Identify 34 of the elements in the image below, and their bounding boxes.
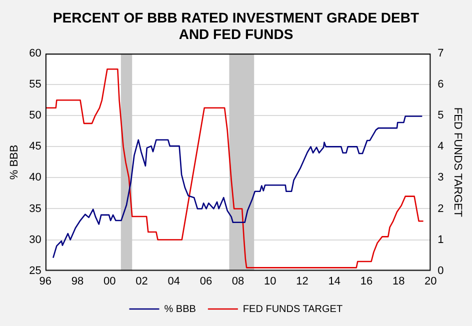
y2-tick-label: 5: [438, 110, 444, 122]
y2-tick-label: 1: [438, 234, 444, 246]
x-tick-label: 06: [200, 275, 212, 288]
x-tick-label: 16: [360, 275, 373, 288]
y2-tick-label: 2: [438, 202, 444, 215]
x-tick-label: 18: [392, 275, 405, 288]
y-tick-label: 30: [29, 234, 42, 246]
x-tick-label: 98: [71, 275, 84, 288]
y-tick-label: 60: [29, 48, 42, 60]
y-tick-label: 55: [29, 78, 42, 91]
chart-title: PERCENT OF BBB RATED INVESTMENT GRADE DEBT AND FED FUNDS: [52, 9, 420, 42]
y2-tick-label: 0: [438, 264, 444, 277]
x-tick-label: 96: [39, 275, 52, 288]
x-tick-label: 00: [104, 275, 116, 288]
y2-axis-title: FED FUNDS TARGET: [451, 107, 464, 218]
x-tick-label: 12: [296, 275, 308, 288]
y2-tick-label: 3: [438, 172, 444, 184]
x-tick-label: 10: [264, 275, 276, 288]
y2-tick-label: 6: [438, 78, 444, 91]
x-tick-label: 20: [424, 275, 437, 288]
y2-tick-label: 7: [438, 48, 444, 60]
y2-tick-label: 4: [438, 140, 444, 153]
y-tick-label: 35: [29, 202, 42, 215]
x-tick-label: 14: [328, 275, 340, 288]
y-axis-title: % BBB: [8, 144, 21, 180]
legend-label: FED FUNDS TARGET: [242, 304, 343, 315]
x-tick-label: 02: [136, 275, 148, 288]
y-tick-label: 40: [29, 172, 42, 184]
y-tick-label: 50: [29, 110, 42, 122]
x-tick-label: 04: [168, 275, 180, 288]
x-tick-label: 08: [232, 275, 244, 288]
legend-label: % BBB: [164, 304, 196, 315]
y-tick-label: 25: [29, 264, 42, 277]
y-tick-label: 45: [29, 140, 42, 153]
